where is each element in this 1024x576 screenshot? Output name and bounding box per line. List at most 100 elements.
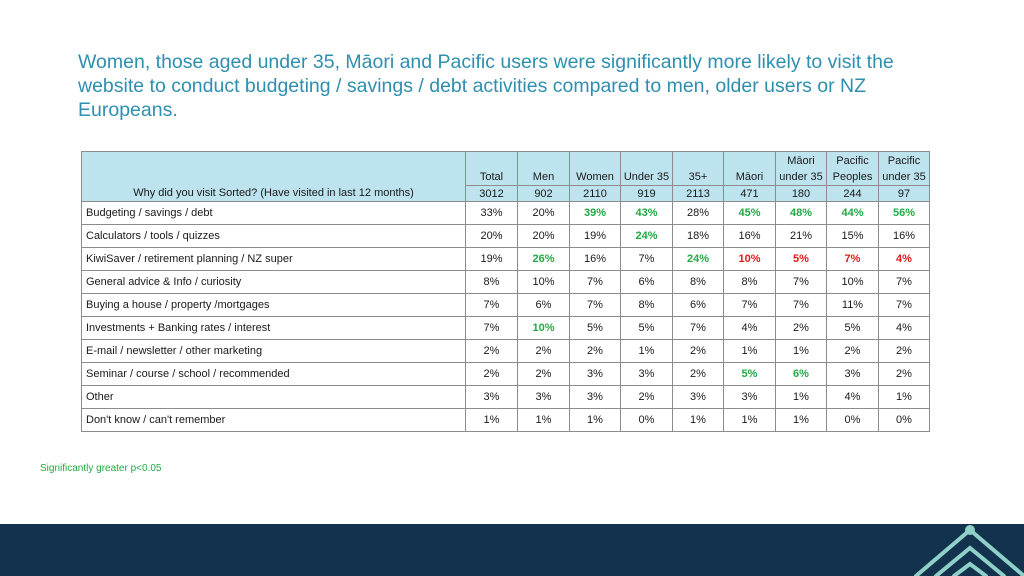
table-cell: 3% xyxy=(465,385,518,409)
column-header-row: Total Men Women Under 35 35+ Māori Māori under … xyxy=(81,151,930,186)
table-cell: 19% xyxy=(569,224,621,248)
table-cell: 3% xyxy=(569,385,621,409)
column-header-line2: under 35 xyxy=(882,171,926,183)
table-cell: 3% xyxy=(826,362,879,386)
table-cell: 7% xyxy=(775,293,827,317)
column-header: Pacific Peoples xyxy=(826,151,879,186)
row-label: Investments + Banking rates / interest xyxy=(81,316,466,340)
column-header: 35+ xyxy=(672,151,724,186)
significance-note: Significantly greater p<0.05 xyxy=(40,463,162,474)
column-header: Māori xyxy=(723,151,776,186)
table-row: KiwiSaver / retirement planning / NZ sup… xyxy=(81,247,930,271)
sample-size: 244 xyxy=(826,185,879,202)
table-cell: 15% xyxy=(826,224,879,248)
table-cell: 10% xyxy=(517,316,570,340)
table-cell: 7% xyxy=(826,247,879,271)
table-cell: 2% xyxy=(672,339,724,363)
table-cell: 8% xyxy=(465,270,518,294)
table-cell: 4% xyxy=(826,385,879,409)
row-label: Other xyxy=(81,385,466,409)
table-cell: 7% xyxy=(465,293,518,317)
table-cell: 18% xyxy=(672,224,724,248)
row-label: General advice & Info / curiosity xyxy=(81,270,466,294)
table-cell: 26% xyxy=(517,247,570,271)
table-cell: 6% xyxy=(672,293,724,317)
table-cell: 1% xyxy=(775,385,827,409)
table-cell: 2% xyxy=(826,339,879,363)
column-header-line2: Māori xyxy=(735,171,764,183)
question-header-top xyxy=(81,151,466,186)
column-header: Pacific under 35 xyxy=(878,151,930,186)
table-cell: 0% xyxy=(826,408,879,432)
column-header: Total xyxy=(465,151,518,186)
table-cell: 10% xyxy=(723,247,776,271)
table-cell: 2% xyxy=(517,339,570,363)
table-cell: 1% xyxy=(672,408,724,432)
table-cell: 8% xyxy=(620,293,673,317)
sample-size: 471 xyxy=(723,185,776,202)
table-cell: 6% xyxy=(517,293,570,317)
question-label: Why did you visit Sorted? (Have visited … xyxy=(81,185,466,202)
table-cell: 4% xyxy=(878,316,930,340)
table-cell: 56% xyxy=(878,201,930,225)
table-cell: 2% xyxy=(465,362,518,386)
table-cell: 11% xyxy=(826,293,879,317)
table-cell: 1% xyxy=(465,408,518,432)
table-cell: 4% xyxy=(723,316,776,340)
table-cell: 48% xyxy=(775,201,827,225)
table-cell: 39% xyxy=(569,201,621,225)
row-label: Don't know / can't remember xyxy=(81,408,466,432)
table-cell: 16% xyxy=(569,247,621,271)
table-cell: 1% xyxy=(723,408,776,432)
table-cell: 2% xyxy=(672,362,724,386)
table-cell: 7% xyxy=(775,270,827,294)
row-label: KiwiSaver / retirement planning / NZ sup… xyxy=(81,247,466,271)
table-cell: 6% xyxy=(620,270,673,294)
table-cell: 20% xyxy=(517,224,570,248)
table-cell: 1% xyxy=(878,385,930,409)
sample-size: 180 xyxy=(775,185,827,202)
column-header-line1: Māori xyxy=(787,155,815,167)
table-cell: 28% xyxy=(672,201,724,225)
column-header: Women xyxy=(569,151,621,186)
sample-size: 2113 xyxy=(672,185,724,202)
table-cell: 2% xyxy=(878,362,930,386)
column-header-line2: under 35 xyxy=(779,171,823,183)
table-row: General advice & Info / curiosity 8% 10% 7%… xyxy=(81,270,930,294)
column-header-line2: Peoples xyxy=(832,171,873,183)
table-cell: 4% xyxy=(878,247,930,271)
table-cell: 20% xyxy=(465,224,518,248)
table-cell: 45% xyxy=(723,201,776,225)
table-row: Investments + Banking rates / interest 7%… xyxy=(81,316,930,340)
column-header-line1: Pacific xyxy=(887,155,921,167)
sample-size: 2110 xyxy=(569,185,621,202)
table-cell: 5% xyxy=(775,247,827,271)
table-cell: 10% xyxy=(826,270,879,294)
row-label: Seminar / course / school / recommended xyxy=(81,362,466,386)
table-cell: 8% xyxy=(723,270,776,294)
column-header-line2: Women xyxy=(576,171,614,183)
table-cell: 7% xyxy=(878,293,930,317)
table-row: Buying a house / property /mortgages 7% 6%… xyxy=(81,293,930,317)
table-cell: 2% xyxy=(569,339,621,363)
table-cell: 5% xyxy=(826,316,879,340)
column-header-line2: Under 35 xyxy=(623,171,670,183)
sample-size: 919 xyxy=(620,185,673,202)
table-cell: 7% xyxy=(569,293,621,317)
table-cell: 7% xyxy=(723,293,776,317)
table-cell: 20% xyxy=(517,201,570,225)
survey-table: Total Men Women Under 35 35+ Māori Māori under … xyxy=(81,151,930,432)
table-cell: 33% xyxy=(465,201,518,225)
column-header-line2: 35+ xyxy=(688,171,708,183)
page-title: Women, those aged under 35, Māori and Pa… xyxy=(78,51,894,121)
table-cell: 1% xyxy=(569,408,621,432)
table-cell: 43% xyxy=(620,201,673,225)
table-row: Calculators / tools / quizzes 20% 20% 19% 24… xyxy=(81,224,930,248)
sample-size: 902 xyxy=(517,185,570,202)
table-cell: 1% xyxy=(723,339,776,363)
column-header-line2: Men xyxy=(532,171,555,183)
sample-size: 97 xyxy=(878,185,930,202)
table-cell: 2% xyxy=(620,385,673,409)
table-body: Budgeting / savings / debt 33% 20% 39% 43% 28… xyxy=(81,201,930,432)
table-cell: 24% xyxy=(672,247,724,271)
